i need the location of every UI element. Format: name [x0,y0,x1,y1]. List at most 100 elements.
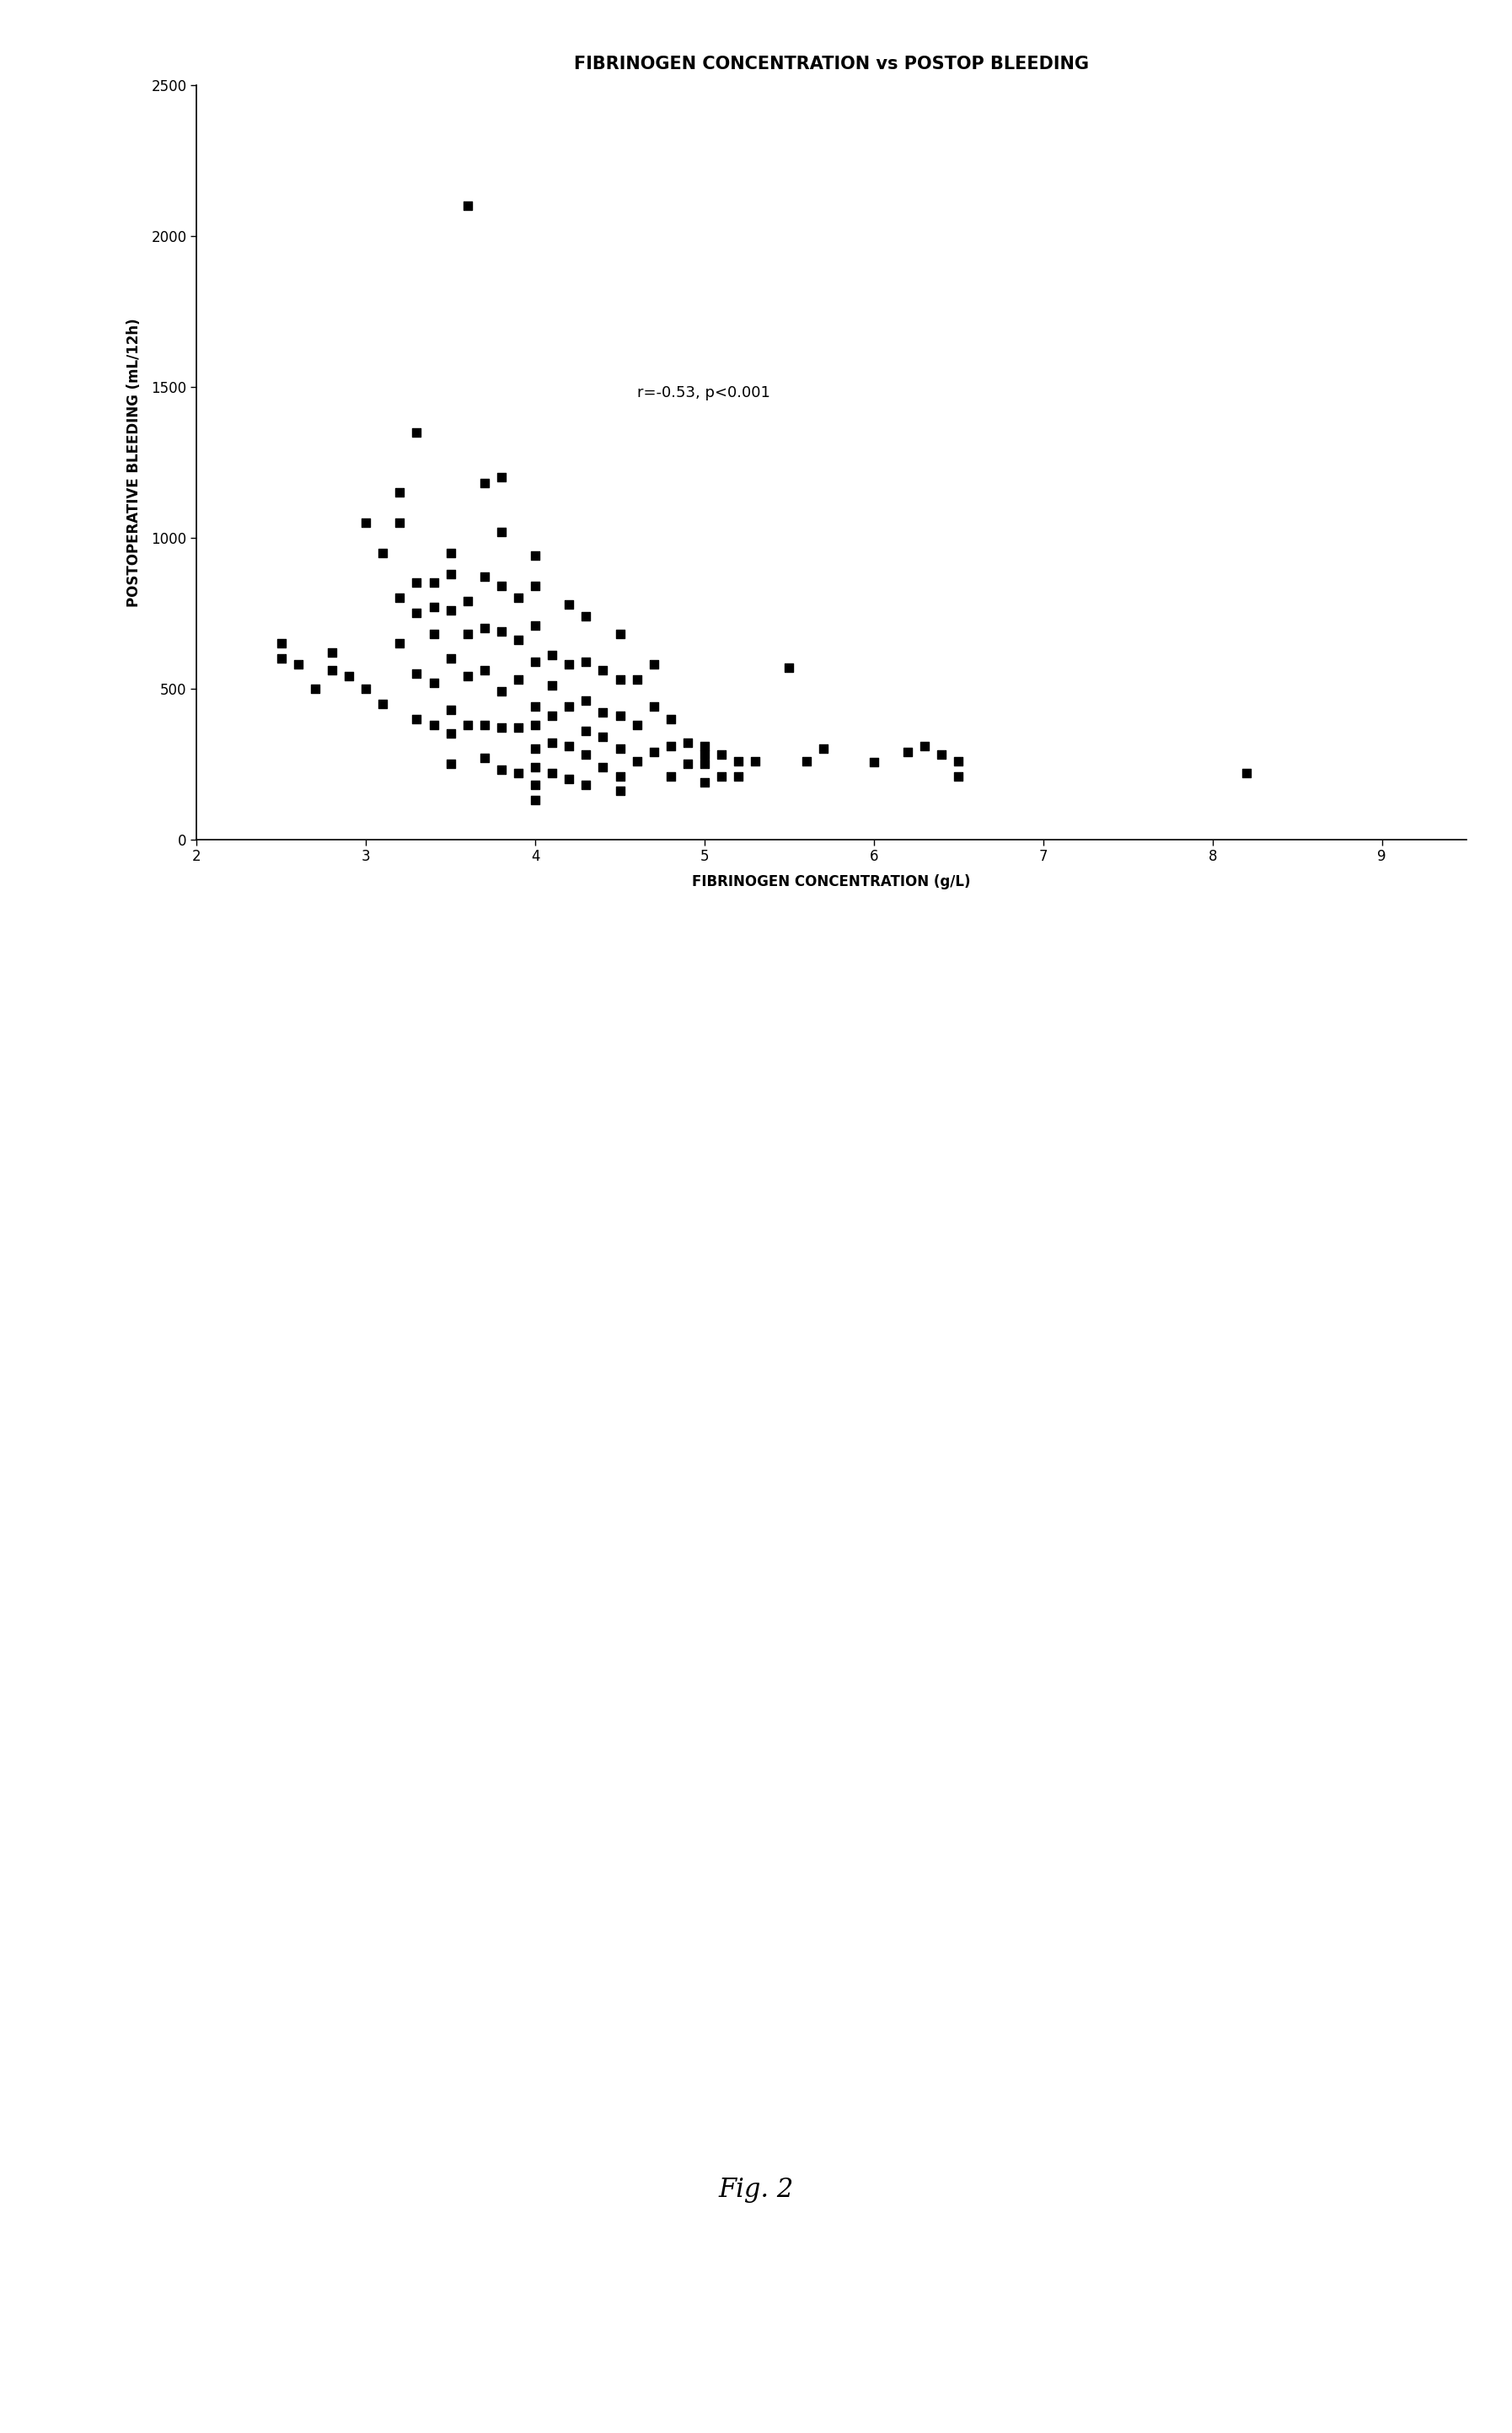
Point [591,693,615,732]
Point [523,567,547,606]
Point [422,616,446,654]
Point [455,616,479,654]
Point [641,645,665,684]
Point [438,555,463,594]
Point [624,742,649,781]
Point [624,659,649,698]
Point [540,723,564,762]
Point [641,686,665,725]
Point [692,744,717,783]
Point [777,647,801,686]
Point [507,754,531,793]
Point [659,757,683,796]
Y-axis label: POSTOPERATIVE BLEEDING (mL/12h): POSTOPERATIVE BLEEDING (mL/12h) [127,319,142,606]
Point [591,718,615,757]
Point [608,730,632,769]
Point [862,742,886,781]
Point [947,742,971,781]
Point [387,623,411,662]
Point [405,654,429,693]
Point [641,732,665,771]
Point [930,735,954,774]
Point [692,735,717,774]
Point [575,766,599,805]
Point [490,749,514,788]
Point [321,633,345,672]
Point [354,504,378,543]
Point [422,664,446,703]
Point [269,623,293,662]
Point [472,557,496,596]
Point [659,727,683,766]
Point [370,533,395,572]
Point [575,710,599,749]
Point [608,771,632,810]
Point [709,757,733,796]
Point [455,581,479,620]
Point [523,606,547,645]
Point [523,766,547,805]
Point [405,594,429,633]
Point [608,757,632,796]
Point [507,579,531,618]
Title: FIBRINOGEN CONCENTRATION vs POSTOP BLEEDING: FIBRINOGEN CONCENTRATION vs POSTOP BLEED… [575,56,1089,73]
Point [523,747,547,786]
Point [405,698,429,737]
Point [422,706,446,744]
Text: r=-0.53, p<0.001: r=-0.53, p<0.001 [637,384,770,401]
Point [490,708,514,747]
Point [321,652,345,691]
Point [575,681,599,720]
Point [591,747,615,786]
Point [709,735,733,774]
Point [692,727,717,766]
Point [608,659,632,698]
Point [507,659,531,698]
Point [608,616,632,654]
Point [575,735,599,774]
Point [676,744,700,783]
Point [490,611,514,650]
Point [810,730,835,769]
Point [575,642,599,681]
Point [490,457,514,496]
Point [556,584,581,623]
Point [556,686,581,725]
Point [472,465,496,504]
Point [472,740,496,779]
Point [556,759,581,798]
Point [422,564,446,603]
Point [726,757,750,796]
Point [370,684,395,723]
Point [438,640,463,679]
Point [354,669,378,708]
Point [591,652,615,691]
Point [438,691,463,730]
Point [523,686,547,725]
Point [913,727,937,766]
Point [472,706,496,744]
Point [490,513,514,552]
Point [422,589,446,628]
Point [472,652,496,691]
Point [523,781,547,820]
Point [540,635,564,674]
Point [540,754,564,793]
Point [947,757,971,796]
Point [337,657,361,696]
Point [523,706,547,744]
Point [523,535,547,574]
Point [895,732,919,771]
Point [540,667,564,706]
Point [556,645,581,684]
Point [438,591,463,630]
Point [575,596,599,635]
Point [387,579,411,618]
Point [507,708,531,747]
Point [387,472,411,511]
X-axis label: FIBRINOGEN CONCENTRATION (g/L): FIBRINOGEN CONCENTRATION (g/L) [692,873,971,888]
Point [540,696,564,735]
Point [490,672,514,710]
Point [286,645,310,684]
Point [608,696,632,735]
